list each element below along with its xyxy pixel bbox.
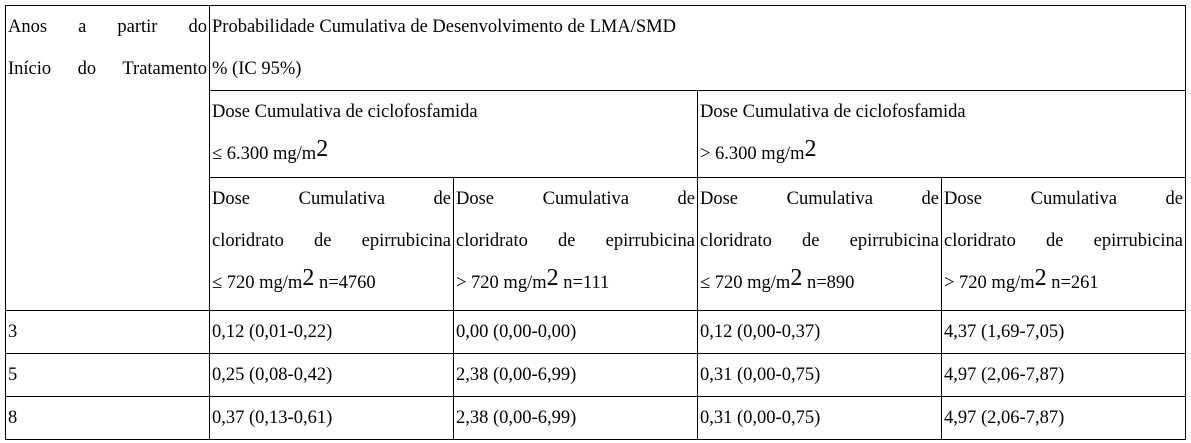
table-row: 3 0,12 (0,01-0,22) 0,00 (0,00-0,00) 0,12… [5, 310, 1186, 354]
superscript: 2 [1034, 265, 1047, 291]
value-cell: 2,38 (0,00-6,99) [453, 396, 698, 440]
value-cell: 0,12 (0,01-0,22) [209, 310, 454, 354]
group-header-line2: > 6.300 mg/m2 [700, 133, 1183, 175]
subgroup-line3: ≤ 720 mg/m2 n=890 [700, 262, 939, 304]
subgroup-line1: Dose Cumulativa de [944, 189, 1183, 209]
subgroup-line2: cloridrato de epirrubicina [212, 231, 451, 251]
group-header-cell: Dose Cumulativa de ciclofosfamida ≤ 6.30… [209, 90, 698, 178]
row-header-line1: Anos a partir do [8, 17, 207, 37]
main-header-line1: Probabilidade Cumulativa de Desenvolvime… [212, 17, 676, 37]
subgroup-line1: Dose Cumulativa de [700, 189, 939, 209]
superscript: 2 [804, 136, 817, 162]
subgroup-line3: ≤ 720 mg/m2 n=4760 [212, 262, 451, 304]
main-header-cell: Probabilidade Cumulativa de Desenvolvime… [209, 5, 1186, 91]
subgroup-header-cell: Dose Cumulativa de cloridrato de epirrub… [941, 177, 1186, 311]
superscript: 2 [790, 265, 803, 291]
subgroup-threshold: > 720 mg/m [456, 273, 547, 293]
subgroup-line3: > 720 mg/m2 n=261 [944, 262, 1183, 304]
subgroup-threshold: ≤ 720 mg/m [700, 273, 791, 293]
subgroup-line1: Dose Cumulativa de [212, 189, 451, 209]
group-header-line1: Dose Cumulativa de ciclofosfamida [212, 102, 478, 122]
year-cell: 8 [5, 396, 210, 440]
subgroup-n: n=111 [558, 273, 610, 293]
subgroup-line3: > 720 mg/m2 n=111 [456, 262, 695, 304]
subgroup-line2: cloridrato de epirrubicina [700, 231, 939, 251]
group-threshold: > 6.300 mg/m [700, 144, 805, 164]
value-cell: 0,37 (0,13-0,61) [209, 396, 454, 440]
value-cell: 0,31 (0,00-0,75) [697, 396, 942, 440]
year-cell: 5 [5, 353, 210, 397]
subgroup-header-cell: Dose Cumulativa de cloridrato de epirrub… [453, 177, 698, 311]
subgroup-header-cell: Dose Cumulativa de cloridrato de epirrub… [697, 177, 942, 311]
subgroup-line2: cloridrato de epirrubicina [456, 231, 695, 251]
row-header-line2: Início do Tratamento [8, 59, 207, 79]
year-cell: 3 [5, 310, 210, 354]
value-cell: 4,97 (2,06-7,87) [941, 396, 1186, 440]
subgroup-n: n=890 [802, 273, 855, 293]
header-row-2: Dose Cumulativa de ciclofosfamida ≤ 6.30… [6, 90, 1186, 178]
data-table: Anos a partir do Início do Tratamento Pr… [5, 5, 1186, 440]
value-cell: 0,31 (0,00-0,75) [697, 353, 942, 397]
group-header-cell: Dose Cumulativa de ciclofosfamida > 6.30… [697, 90, 1186, 178]
value-cell: 0,00 (0,00-0,00) [453, 310, 698, 354]
main-header-line2: % (IC 95%) [212, 59, 302, 79]
subgroup-n: n=261 [1046, 273, 1099, 293]
subgroup-line2: cloridrato de epirrubicina [944, 231, 1183, 251]
subgroup-threshold: > 720 mg/m [944, 273, 1035, 293]
subgroup-n: n=4760 [314, 273, 376, 293]
value-cell: 0,25 (0,08-0,42) [209, 353, 454, 397]
subgroup-line1: Dose Cumulativa de [456, 189, 695, 209]
table-row: 5 0,25 (0,08-0,42) 2,38 (0,00-6,99) 0,31… [5, 353, 1186, 397]
superscript: 2 [316, 136, 329, 162]
value-cell: 4,37 (1,69-7,05) [941, 310, 1186, 354]
group-header-line2: ≤ 6.300 mg/m2 [212, 133, 695, 175]
header-row-1: Anos a partir do Início do Tratamento Pr… [5, 5, 1186, 311]
value-cell: 0,12 (0,00-0,37) [697, 310, 942, 354]
group-header-line1: Dose Cumulativa de ciclofosfamida [700, 102, 966, 122]
subgroup-threshold: ≤ 720 mg/m [212, 273, 303, 293]
superscript: 2 [302, 265, 315, 291]
subgroup-header-cell: Dose Cumulativa de cloridrato de epirrub… [209, 177, 454, 311]
table-row: 8 0,37 (0,13-0,61) 2,38 (0,00-6,99) 0,31… [5, 396, 1186, 440]
group-threshold: ≤ 6.300 mg/m [212, 144, 317, 164]
header-row-3: Dose Cumulativa de cloridrato de epirrub… [6, 177, 1186, 311]
superscript: 2 [546, 265, 559, 291]
value-cell: 4,97 (2,06-7,87) [941, 353, 1186, 397]
value-cell: 2,38 (0,00-6,99) [453, 353, 698, 397]
row-header-cell: Anos a partir do Início do Tratamento [5, 5, 210, 311]
